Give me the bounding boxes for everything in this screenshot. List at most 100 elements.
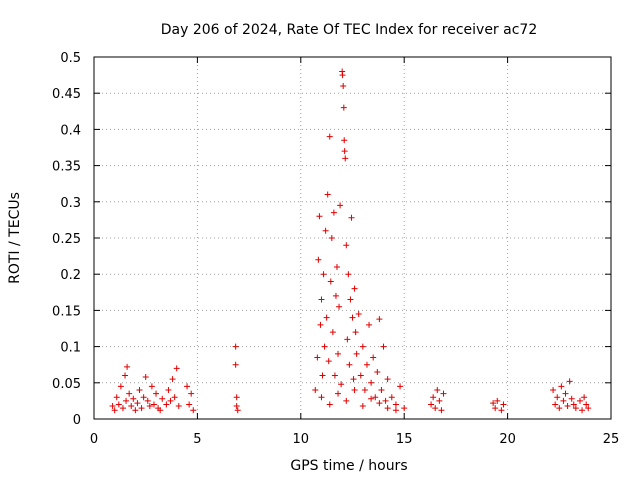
data-point bbox=[560, 397, 567, 404]
data-point bbox=[340, 82, 347, 89]
data-point bbox=[167, 397, 174, 404]
x-tick-label: 25 bbox=[603, 432, 620, 447]
y-tick-label: 0.05 bbox=[52, 377, 81, 392]
data-point bbox=[372, 394, 379, 401]
data-point bbox=[171, 394, 178, 401]
data-point bbox=[585, 405, 592, 412]
data-point bbox=[318, 296, 325, 303]
data-point bbox=[376, 316, 383, 323]
data-point bbox=[558, 383, 565, 390]
data-point bbox=[333, 263, 340, 270]
data-point bbox=[327, 278, 334, 285]
data-point bbox=[330, 209, 337, 216]
data-point bbox=[401, 405, 408, 412]
data-point bbox=[340, 104, 347, 111]
x-axis: 0 5 10 15 20 25 bbox=[90, 57, 619, 447]
x-tick-label: 0 bbox=[90, 432, 98, 447]
data-point bbox=[232, 361, 239, 368]
data-point bbox=[314, 354, 321, 361]
chart-title: Day 206 of 2024, Rate Of TEC Index for r… bbox=[161, 22, 537, 38]
data-point bbox=[490, 400, 497, 407]
data-point bbox=[382, 397, 389, 404]
data-point bbox=[117, 383, 124, 390]
data-point bbox=[498, 407, 505, 414]
data-point bbox=[345, 271, 352, 278]
data-point bbox=[353, 350, 360, 357]
data-point bbox=[392, 407, 399, 414]
data-point bbox=[346, 361, 353, 368]
data-point bbox=[436, 397, 443, 404]
data-point bbox=[579, 407, 586, 414]
data-point bbox=[144, 397, 151, 404]
data-point bbox=[325, 358, 332, 365]
data-point bbox=[361, 387, 368, 394]
data-point bbox=[368, 395, 375, 402]
data-point bbox=[109, 402, 116, 409]
data-point bbox=[576, 397, 583, 404]
data-point bbox=[335, 390, 342, 397]
data-point bbox=[492, 405, 499, 412]
data-point bbox=[142, 374, 149, 381]
data-point bbox=[111, 407, 118, 414]
data-point bbox=[556, 405, 563, 412]
plot-frame bbox=[93, 56, 612, 420]
y-tick-label: 0.15 bbox=[52, 304, 81, 319]
data-point bbox=[163, 401, 170, 408]
data-point bbox=[570, 401, 577, 408]
data-point bbox=[341, 148, 348, 155]
data-point bbox=[434, 387, 441, 394]
data-point bbox=[190, 407, 197, 414]
x-axis-title: GPS time / hours bbox=[290, 458, 407, 474]
data-point bbox=[115, 401, 122, 408]
grid-lines bbox=[94, 57, 611, 419]
x-tick-label: 10 bbox=[293, 432, 310, 447]
data-point bbox=[554, 394, 561, 401]
data-point bbox=[338, 381, 345, 388]
data-point bbox=[148, 383, 155, 390]
data-point bbox=[581, 394, 588, 401]
data-points bbox=[109, 68, 592, 414]
data-point bbox=[140, 394, 147, 401]
data-point bbox=[384, 376, 391, 383]
data-point bbox=[552, 401, 559, 408]
data-point bbox=[159, 395, 166, 402]
data-point bbox=[331, 372, 338, 379]
data-point bbox=[157, 407, 164, 414]
x-tick-label: 15 bbox=[396, 432, 413, 447]
data-point bbox=[320, 271, 327, 278]
data-point bbox=[428, 401, 435, 408]
data-point bbox=[150, 401, 157, 408]
data-point bbox=[368, 379, 375, 386]
data-point bbox=[374, 368, 381, 375]
data-point bbox=[153, 390, 160, 397]
data-point bbox=[132, 407, 139, 414]
data-point bbox=[397, 383, 404, 390]
data-point bbox=[329, 329, 336, 336]
data-point bbox=[343, 242, 350, 249]
data-point bbox=[388, 394, 395, 401]
data-point bbox=[366, 321, 373, 328]
data-point bbox=[380, 343, 387, 350]
data-point bbox=[312, 387, 319, 394]
data-point bbox=[351, 285, 358, 292]
y-tick-label: 0.25 bbox=[52, 232, 81, 247]
data-point bbox=[233, 394, 240, 401]
data-point bbox=[370, 354, 377, 361]
data-point bbox=[136, 387, 143, 394]
data-point bbox=[564, 402, 571, 409]
data-point bbox=[343, 397, 350, 404]
data-point bbox=[318, 394, 325, 401]
data-point bbox=[494, 397, 501, 404]
data-point bbox=[326, 401, 333, 408]
data-point bbox=[351, 387, 358, 394]
data-point bbox=[349, 314, 356, 321]
data-point bbox=[316, 213, 323, 220]
y-tick-label: 0.4 bbox=[60, 123, 81, 138]
data-point bbox=[134, 400, 141, 407]
data-point bbox=[339, 72, 346, 79]
data-point bbox=[123, 397, 130, 404]
data-point bbox=[568, 395, 575, 402]
data-point bbox=[169, 376, 176, 383]
data-point bbox=[322, 227, 329, 234]
data-point bbox=[348, 214, 355, 221]
